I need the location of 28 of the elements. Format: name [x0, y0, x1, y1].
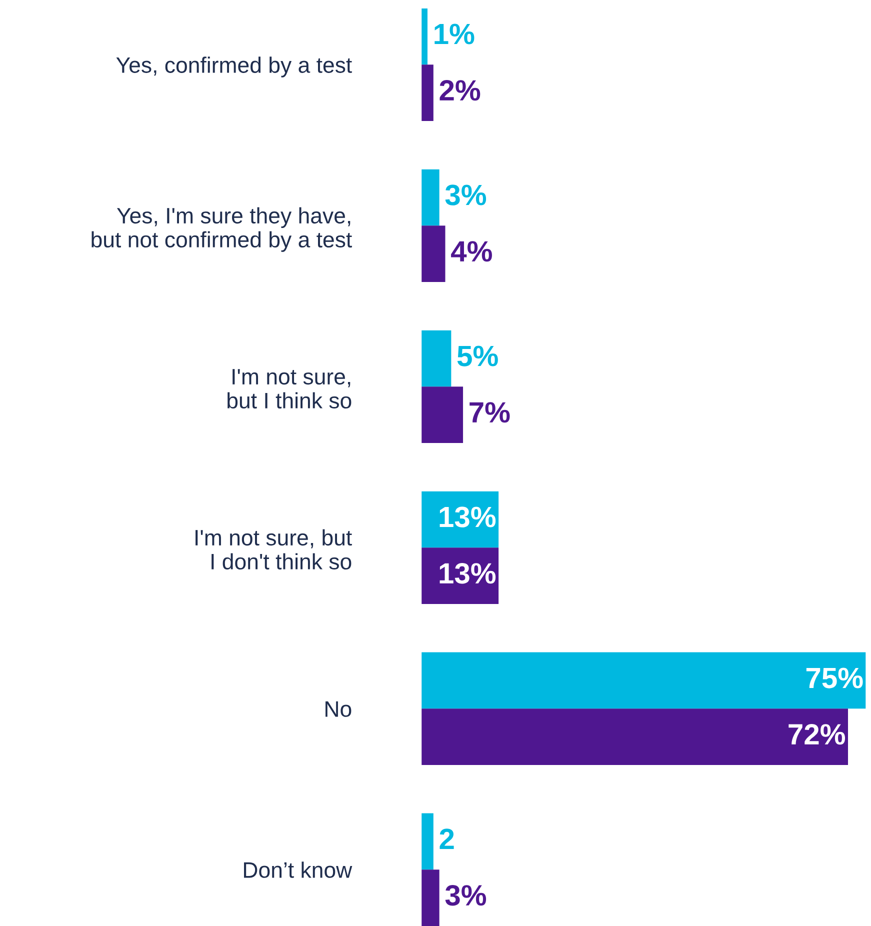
y-tick-label: Don’t know [244, 862, 352, 878]
bar [422, 813, 434, 870]
bar [422, 652, 866, 709]
data-label: 2% [440, 80, 480, 101]
bar [422, 169, 440, 226]
data-label: 4% [451, 241, 492, 262]
bar [422, 64, 434, 122]
y-tick-label: I'm not sure, but I think so [228, 369, 352, 409]
bar [422, 386, 464, 444]
data-label: 5% [457, 346, 498, 366]
bar [422, 226, 446, 282]
bar [422, 8, 428, 65]
bar [422, 330, 452, 387]
y-tick-label: Yes, I'm sure they have, but not confirmed by a test [92, 207, 352, 252]
data-label: 72% [788, 724, 846, 745]
bar [422, 708, 848, 766]
data-label: 7% [470, 402, 510, 423]
data-label: 3% [445, 184, 486, 206]
y-tick-label: I'm not sure, but I don't think so [196, 529, 352, 570]
data-label: 1% [434, 24, 474, 44]
y-tick-label: No [326, 701, 352, 717]
data-label: 13% [440, 506, 496, 528]
data-label: 3% [445, 885, 486, 906]
data-label: 75% [806, 668, 863, 688]
data-label: 13% [440, 563, 496, 584]
bar [422, 870, 440, 926]
data-label: 2 [440, 828, 454, 850]
y-tick-label: Yes, confirmed by a test [116, 56, 352, 78]
